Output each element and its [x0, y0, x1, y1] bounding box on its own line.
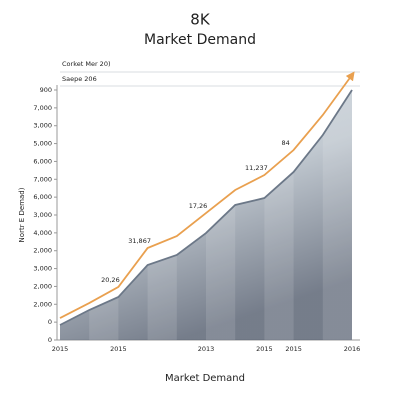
annotation: 84 [281, 139, 289, 147]
annotation: 17,26 [189, 202, 208, 210]
y-tick-label: 4,000 [33, 229, 52, 237]
y-tick-label: 2,000 [33, 247, 52, 255]
y-tick-label: 0 [48, 336, 52, 344]
y-axis-label: Nortr E Demad) [18, 187, 26, 242]
y-tick-label: 6,000 [33, 193, 52, 201]
note: Corket Mer 20) [62, 60, 111, 68]
annotation: 31,867 [128, 237, 151, 245]
x-tick-label: 2016 [344, 345, 361, 353]
annotation: 11,237 [245, 164, 268, 172]
area [60, 90, 352, 340]
x-axis-label: Market Demand [165, 373, 245, 384]
band [147, 90, 177, 340]
y-tick-label: 5,000 [33, 140, 52, 148]
y-tick-label: 0 [48, 318, 52, 326]
y-tick-label: 7,000 [33, 175, 52, 183]
band [322, 90, 352, 340]
note: Saepe 206 [62, 75, 97, 83]
line [59, 89, 353, 326]
y-tick-label: 3,000 [33, 211, 52, 219]
chart-subtitle: Market Demand [144, 32, 256, 48]
y-tick-label: 2,000 [33, 300, 52, 308]
line [59, 71, 355, 319]
annotation: 20,26 [101, 276, 120, 284]
x-tick-label: 2015 [256, 345, 273, 353]
band [264, 90, 294, 340]
x-tick-label: 2015 [110, 345, 127, 353]
x-tick-label: 2015 [285, 345, 302, 353]
y-tick-label: 900 [40, 86, 52, 94]
band [206, 90, 236, 340]
y-tick-label: 7,000 [33, 104, 52, 112]
y-tick-label: 3,000 [33, 265, 52, 273]
y-tick-label: 3,000 [33, 122, 52, 130]
y-tick-label: 2,000 [33, 282, 52, 290]
x-tick-label: 2013 [198, 345, 215, 353]
x-tick-label: 2015 [52, 345, 69, 353]
y-tick-label: 6,000 [33, 157, 52, 165]
chart-title: 8K [190, 11, 211, 29]
